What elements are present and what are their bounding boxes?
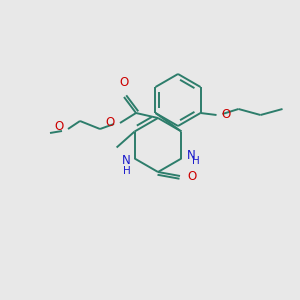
Text: O: O — [187, 169, 196, 182]
Text: O: O — [119, 76, 129, 89]
Text: O: O — [221, 107, 231, 121]
Text: H: H — [123, 167, 130, 176]
Text: N: N — [186, 149, 195, 162]
Text: H: H — [192, 155, 200, 166]
Text: N: N — [122, 154, 130, 167]
Text: O: O — [55, 121, 64, 134]
Text: O: O — [106, 116, 115, 128]
